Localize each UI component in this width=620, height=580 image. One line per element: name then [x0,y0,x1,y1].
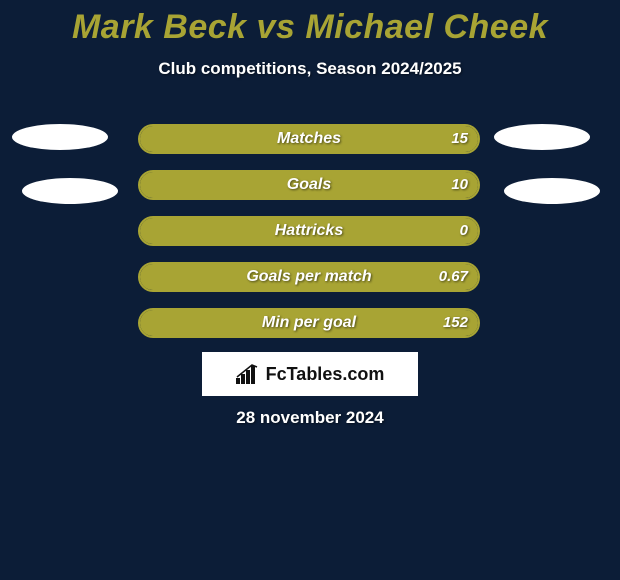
stat-value: 15 [451,126,468,152]
logo-box: FcTables.com [202,352,418,396]
player-b-name: Michael Cheek [305,8,548,46]
stat-row: Goals per match0.67 [138,262,480,292]
avatar-placeholder-bottom-right [504,178,600,204]
avatar-placeholder-top-left [12,124,108,150]
stat-label: Goals per match [140,264,478,290]
stat-value: 0 [460,218,468,244]
stat-value: 0.67 [439,264,468,290]
bars-icon [236,364,260,384]
stat-label: Hattricks [140,218,478,244]
date-line: 28 november 2024 [0,408,620,428]
vs-word: vs [257,8,296,46]
stats-container: Matches15 Goals10 Hattricks0 Goals per matc… [138,124,480,354]
stat-row: Min per goal152 [138,308,480,338]
avatar-placeholder-bottom-left [22,178,118,204]
comparison-card: Mark Beck vs Michael Cheek Club competit… [0,0,620,580]
stat-label: Matches [140,126,478,152]
stat-label: Goals [140,172,478,198]
stat-row: Hattricks0 [138,216,480,246]
stat-label: Min per goal [140,310,478,336]
stat-row: Matches15 [138,124,480,154]
page-title: Mark Beck vs Michael Cheek [0,0,620,47]
player-a-name: Mark Beck [72,8,247,46]
logo-text: FcTables.com [266,364,385,385]
subtitle: Club competitions, Season 2024/2025 [0,59,620,79]
avatar-placeholder-top-right [494,124,590,150]
stat-row: Goals10 [138,170,480,200]
stat-value: 10 [451,172,468,198]
stat-value: 152 [443,310,468,336]
